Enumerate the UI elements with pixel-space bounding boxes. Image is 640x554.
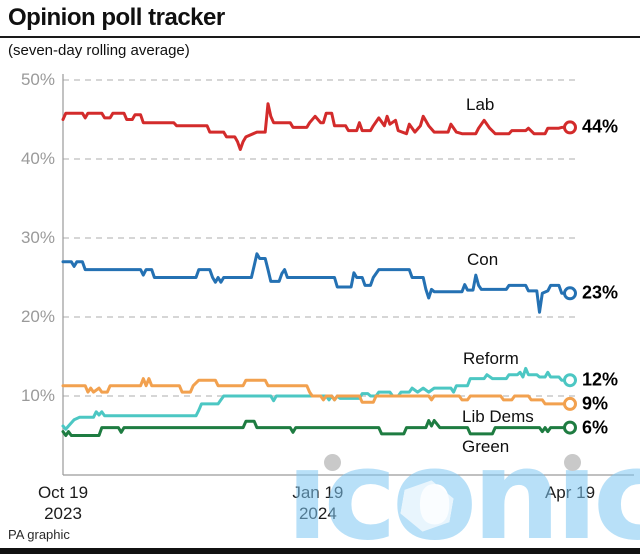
y-axis-label: 50% (20, 70, 55, 89)
y-axis-label: 30% (20, 228, 55, 247)
title-divider (0, 36, 640, 38)
end-value-green: 6% (582, 417, 609, 438)
end-marker-lab (563, 120, 577, 135)
source-credit: PA graphic (8, 527, 70, 542)
end-marker-con (563, 286, 577, 301)
end-value-lab: 44% (582, 116, 619, 137)
x-axis-label-2: Apr 19 (544, 483, 596, 502)
page-title: Opinion poll tracker (8, 4, 225, 31)
y-axis-label: 10% (20, 386, 55, 405)
end-marker-green (563, 420, 577, 435)
series-label-reform: Reform (463, 349, 519, 368)
series-line-lib-dems (61, 377, 572, 406)
series-label-green: Green (462, 437, 510, 456)
series-label-lib-dems: Lib Dems (462, 407, 534, 426)
end-marker-lib-dems (563, 396, 577, 411)
subtitle: (seven-day rolling average) (8, 42, 190, 59)
end-value-con: 23% (582, 282, 619, 303)
end-value-reform: 12% (582, 369, 619, 390)
end-value-lib-dems: 9% (582, 393, 609, 414)
series-line-con (61, 252, 572, 314)
series-label-con: Con (467, 250, 499, 269)
y-axis-label: 20% (20, 307, 55, 326)
series-label-lab: Lab (466, 95, 495, 114)
x-axis-label-0: Oct 19 2023 (37, 483, 89, 523)
y-axis-label: 40% (20, 149, 55, 168)
end-marker-reform (563, 373, 577, 388)
bottom-bar (0, 548, 640, 554)
series-line-reform (61, 366, 572, 431)
x-axis-label-1: Jan 19 2024 (292, 483, 344, 523)
series-line-lab (61, 102, 572, 151)
series-line-green (61, 419, 572, 437)
